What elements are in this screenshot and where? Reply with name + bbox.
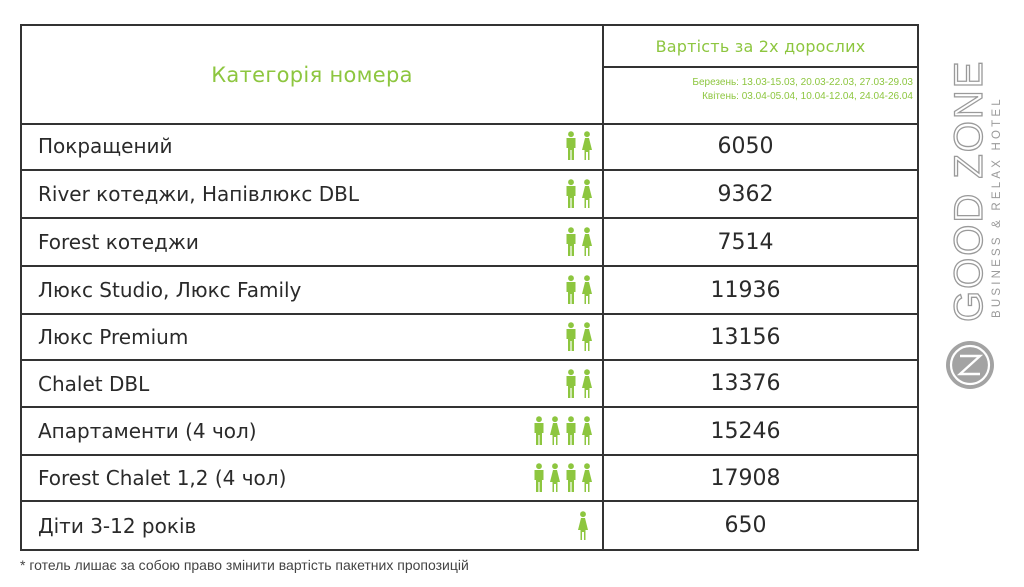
male-person-icon	[566, 275, 576, 304]
price-cell: 650	[604, 502, 917, 549]
room-category-label: Діти 3-12 років	[38, 513, 197, 538]
female-person-icon	[582, 368, 592, 398]
room-category-cell: River котеджи, Напівлюкс DBL	[22, 171, 604, 217]
room-category-label: Forest Chalet 1,2 (4 чол)	[38, 466, 287, 490]
occupancy-icons	[532, 416, 594, 446]
room-category-cell: Люкс Studio, Люкс Family	[22, 267, 604, 313]
room-category-label: Покращений	[38, 134, 173, 158]
female-person-icon	[550, 416, 560, 445]
female-person-icon	[582, 463, 592, 492]
male-person-icon	[566, 179, 576, 208]
table-row: Люкс Studio, Люкс Family 11936	[22, 267, 917, 315]
occupancy-icons	[564, 227, 594, 257]
room-category-label: Люкс Studio, Люкс Family	[38, 278, 302, 302]
room-category-label: Люкс Premium	[38, 325, 189, 349]
room-category-cell: Апартаменти (4 чол)	[22, 408, 604, 454]
room-category-cell: Діти 3-12 років	[22, 502, 604, 549]
price-cell: 13156	[604, 315, 917, 359]
table-row: River котеджи, Напівлюкс DBL 9362	[22, 171, 917, 219]
occupancy-icons	[564, 179, 594, 209]
table-row: Покращений 6050	[22, 123, 917, 171]
price-value: 9362	[717, 181, 774, 207]
female-person-icon	[582, 227, 592, 256]
male-person-icon	[566, 368, 576, 398]
room-category-label: River котеджи, Напівлюкс DBL	[38, 182, 360, 206]
table-row: Апартаменти (4 чол) 15246	[22, 408, 917, 456]
female-person-icon	[550, 463, 560, 492]
price-header-title: Вартість за 2х дорослих	[604, 26, 917, 68]
category-header-cell: Категорія номера	[22, 26, 604, 123]
good-zone-logo: GOOD ZONE BUSINESS & RELAX HOTEL	[946, 60, 1003, 389]
occupancy-icons	[564, 368, 594, 399]
brand-wordmark: GOOD ZONE	[947, 60, 991, 322]
occupancy-icons	[564, 275, 594, 305]
price-value: 650	[724, 513, 767, 538]
price-value: 13156	[710, 324, 781, 350]
price-value: 7514	[717, 229, 774, 255]
gz-monogram-icon	[946, 341, 994, 389]
price-cell: 15246	[604, 408, 917, 454]
female-person-icon	[582, 179, 592, 208]
male-person-icon	[566, 416, 576, 445]
price-value: 15246	[710, 418, 781, 444]
male-person-icon	[566, 463, 576, 492]
price-value: 13376	[710, 371, 781, 396]
price-header-cell: Вартість за 2х дорослих Березень: 13.03-…	[604, 26, 917, 123]
occupancy-icons	[532, 463, 594, 493]
room-category-cell: Forest Chalet 1,2 (4 чол)	[22, 456, 604, 500]
category-header-label: Категорія номера	[211, 62, 413, 87]
brand-tagline: BUSINESS & RELAX HOTEL	[991, 96, 1003, 318]
price-cell: 17908	[604, 456, 917, 500]
table-header: Категорія номера Вартість за 2х дорослих…	[22, 26, 917, 125]
female-person-icon	[582, 322, 592, 351]
price-value: 17908	[710, 465, 781, 491]
footnote: * готель лишає за собою право змінити ва…	[20, 557, 469, 573]
female-person-icon	[582, 416, 592, 445]
female-person-icon	[582, 275, 592, 304]
female-person-icon	[582, 131, 592, 160]
price-cell: 9362	[604, 171, 917, 217]
price-cell: 7514	[604, 219, 917, 265]
occupancy-icons	[576, 510, 590, 541]
price-table: Категорія номера Вартість за 2х дорослих…	[20, 24, 919, 551]
male-person-icon	[566, 131, 576, 160]
price-header-dates: Березень: 13.03-15.03, 20.03-22.03, 27.0…	[604, 68, 917, 104]
male-person-icon	[534, 416, 544, 445]
table-row: Chalet DBL 13376	[22, 361, 917, 408]
price-cell: 13376	[604, 361, 917, 406]
room-category-label: Chalet DBL	[38, 371, 150, 396]
room-category-label: Forest котеджи	[38, 230, 199, 254]
table-row: Люкс Premium 13156	[22, 315, 917, 361]
price-cell: 11936	[604, 267, 917, 313]
dates-march: Березень: 13.03-15.03, 20.03-22.03, 27.0…	[692, 77, 913, 88]
price-value: 11936	[710, 277, 781, 303]
room-category-label: Апартаменти (4 чол)	[38, 419, 257, 443]
occupancy-icons	[564, 322, 594, 352]
male-person-icon	[534, 463, 544, 492]
room-category-cell: Forest котеджи	[22, 219, 604, 265]
dates-april: Квітень: 03.04-05.04, 10.04-12.04, 24.04…	[702, 91, 913, 102]
female-person-icon	[578, 510, 588, 540]
room-category-cell: Chalet DBL	[22, 361, 604, 406]
price-cell: 6050	[604, 123, 917, 169]
price-value: 6050	[717, 133, 774, 159]
room-category-cell: Люкс Premium	[22, 315, 604, 359]
occupancy-icons	[564, 131, 594, 161]
table-row: Forest Chalet 1,2 (4 чол) 17908	[22, 456, 917, 502]
male-person-icon	[566, 227, 576, 256]
male-person-icon	[566, 322, 576, 351]
room-category-cell: Покращений	[22, 123, 604, 169]
table-row: Діти 3-12 років 650	[22, 502, 917, 549]
table-row: Forest котеджи 7514	[22, 219, 917, 267]
